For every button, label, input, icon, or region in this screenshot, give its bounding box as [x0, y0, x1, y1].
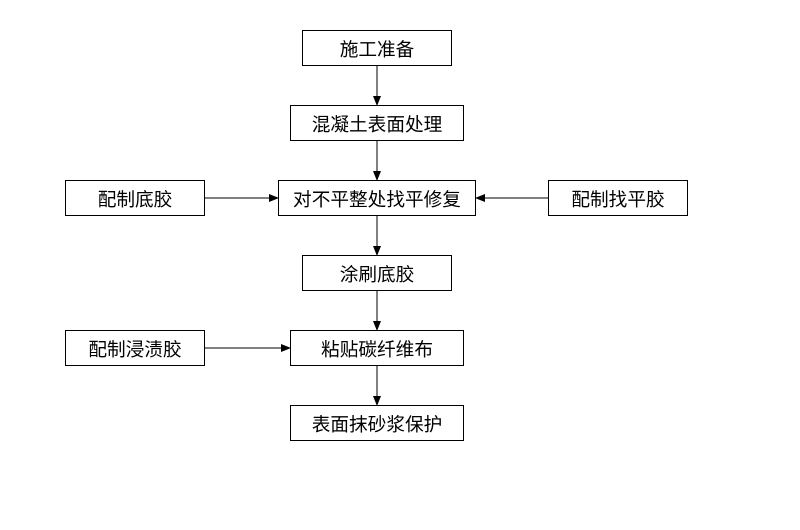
flowchart-node-label: 施工准备 — [340, 35, 415, 62]
flowchart-node-n1: 施工准备 — [302, 30, 452, 66]
flowchart-node-label: 粘贴碳纤维布 — [321, 335, 433, 362]
flowchart-node-label: 涂刷底胶 — [340, 260, 415, 287]
flowchart-canvas: 施工准备混凝土表面处理对不平整处找平修复涂刷底胶粘贴碳纤维布表面抹砂浆保护 配制底… — [0, 0, 800, 530]
flowchart-node-label: 配制找平胶 — [571, 185, 664, 212]
flowchart-node-label: 混凝土表面处理 — [312, 110, 443, 137]
flowchart-node-s2: 配制找平胶 — [548, 180, 688, 216]
flowchart-node-label: 配制浸渍胶 — [88, 335, 181, 362]
flowchart-node-s1: 配制底胶 — [65, 180, 205, 216]
flowchart-node-n4: 涂刷底胶 — [302, 255, 452, 291]
flowchart-node-n3: 对不平整处找平修复 — [278, 180, 476, 216]
flowchart-node-n5: 粘贴碳纤维布 — [290, 330, 464, 366]
flowchart-node-n6: 表面抹砂浆保护 — [290, 405, 464, 441]
flowchart-node-label: 配制底胶 — [98, 185, 173, 212]
flowchart-node-label: 表面抹砂浆保护 — [312, 410, 443, 437]
flowchart-node-s3: 配制浸渍胶 — [65, 330, 205, 366]
flowchart-node-label: 对不平整处找平修复 — [293, 185, 461, 212]
flowchart-node-n2: 混凝土表面处理 — [290, 105, 464, 141]
